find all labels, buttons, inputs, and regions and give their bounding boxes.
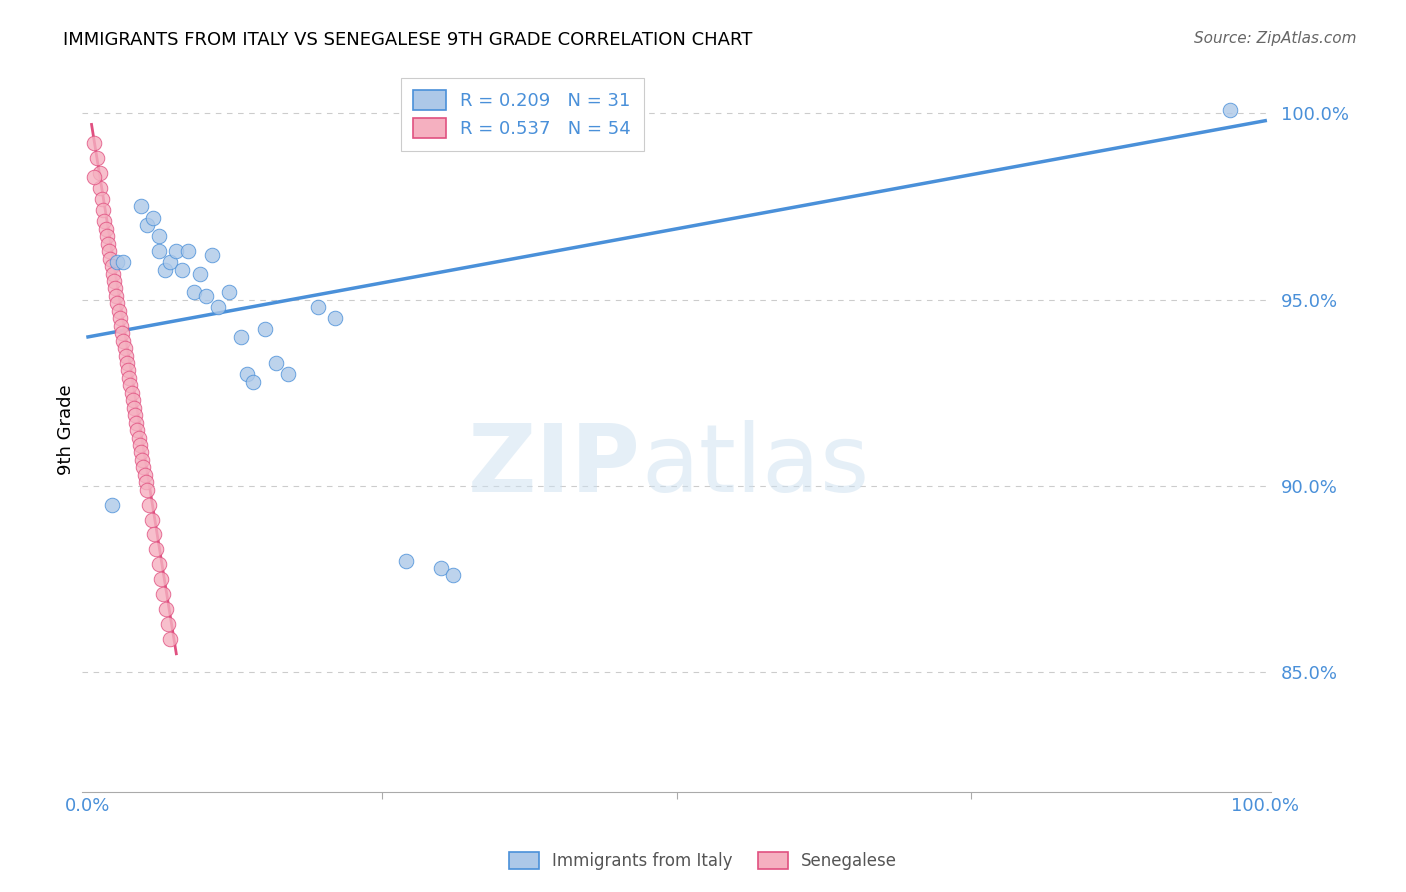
Point bbox=[253, 322, 276, 336]
Text: IMMIGRANTS FROM ITALY VS SENEGALESE 9TH GRADE CORRELATION CHART: IMMIGRANTS FROM ITALY VS SENEGALESE 9TH … bbox=[63, 31, 752, 49]
Point bbox=[108, 311, 131, 326]
Point bbox=[91, 192, 114, 206]
Point bbox=[129, 199, 152, 213]
Text: atlas: atlas bbox=[641, 420, 869, 512]
Point bbox=[105, 289, 128, 303]
Point bbox=[152, 587, 174, 601]
Point bbox=[150, 572, 173, 586]
Point bbox=[118, 371, 141, 385]
Text: ZIP: ZIP bbox=[468, 420, 641, 512]
Point bbox=[91, 203, 114, 218]
Point bbox=[165, 244, 187, 259]
Point bbox=[142, 211, 165, 225]
Point bbox=[112, 334, 135, 348]
Point bbox=[142, 527, 165, 541]
Point bbox=[395, 553, 418, 567]
Point bbox=[135, 483, 157, 497]
Point bbox=[218, 285, 240, 300]
Point bbox=[145, 542, 167, 557]
Point bbox=[159, 632, 181, 646]
Point bbox=[111, 326, 134, 341]
Point bbox=[115, 356, 138, 370]
Point bbox=[132, 460, 155, 475]
Point bbox=[188, 267, 211, 281]
Point bbox=[120, 378, 142, 392]
Point bbox=[83, 136, 105, 150]
Point bbox=[148, 558, 170, 572]
Point bbox=[89, 181, 111, 195]
Point bbox=[89, 166, 111, 180]
Point bbox=[236, 367, 259, 381]
Point bbox=[141, 512, 163, 526]
Point bbox=[94, 222, 117, 236]
Point bbox=[100, 252, 122, 266]
Point bbox=[124, 408, 146, 422]
Point bbox=[194, 289, 217, 303]
Point bbox=[107, 255, 129, 269]
Point bbox=[134, 467, 156, 482]
Point bbox=[159, 255, 181, 269]
Point bbox=[135, 218, 157, 232]
Point bbox=[177, 244, 200, 259]
Point bbox=[121, 385, 143, 400]
Point bbox=[128, 438, 150, 452]
Point bbox=[121, 393, 143, 408]
Point bbox=[183, 285, 205, 300]
Y-axis label: 9th Grade: 9th Grade bbox=[58, 384, 75, 475]
Point bbox=[107, 296, 129, 310]
Point bbox=[172, 262, 194, 277]
Point bbox=[114, 341, 136, 355]
Point bbox=[153, 262, 176, 277]
Point bbox=[101, 267, 124, 281]
Point bbox=[86, 151, 108, 165]
Point bbox=[323, 311, 346, 326]
Point bbox=[128, 431, 150, 445]
Point bbox=[441, 568, 464, 582]
Point bbox=[97, 236, 120, 251]
Point bbox=[129, 445, 152, 459]
Point bbox=[307, 300, 329, 314]
Point bbox=[98, 244, 121, 259]
Point bbox=[112, 255, 135, 269]
Point bbox=[148, 229, 170, 244]
Point bbox=[93, 214, 115, 228]
Point bbox=[125, 416, 148, 430]
Point bbox=[155, 602, 177, 616]
Point bbox=[430, 561, 453, 575]
Point bbox=[277, 367, 299, 381]
Point bbox=[229, 330, 252, 344]
Point bbox=[107, 303, 129, 318]
Point bbox=[122, 401, 145, 415]
Point bbox=[96, 229, 118, 244]
Point bbox=[266, 356, 288, 370]
Point bbox=[138, 498, 160, 512]
Point bbox=[117, 363, 139, 377]
Point bbox=[100, 259, 122, 273]
Point bbox=[100, 498, 122, 512]
Legend: R = 0.209   N = 31, R = 0.537   N = 54: R = 0.209 N = 31, R = 0.537 N = 54 bbox=[401, 78, 644, 151]
Point bbox=[242, 375, 264, 389]
Point bbox=[104, 281, 127, 295]
Point bbox=[131, 453, 153, 467]
Point bbox=[201, 248, 224, 262]
Point bbox=[157, 616, 180, 631]
Point bbox=[103, 274, 125, 288]
Point bbox=[1219, 103, 1241, 117]
Point bbox=[207, 300, 229, 314]
Point bbox=[110, 318, 132, 333]
Point bbox=[114, 349, 136, 363]
Legend: Immigrants from Italy, Senegalese: Immigrants from Italy, Senegalese bbox=[502, 845, 904, 877]
Point bbox=[148, 244, 170, 259]
Point bbox=[135, 475, 157, 490]
Point bbox=[127, 423, 149, 437]
Point bbox=[83, 169, 105, 184]
Text: Source: ZipAtlas.com: Source: ZipAtlas.com bbox=[1194, 31, 1357, 46]
